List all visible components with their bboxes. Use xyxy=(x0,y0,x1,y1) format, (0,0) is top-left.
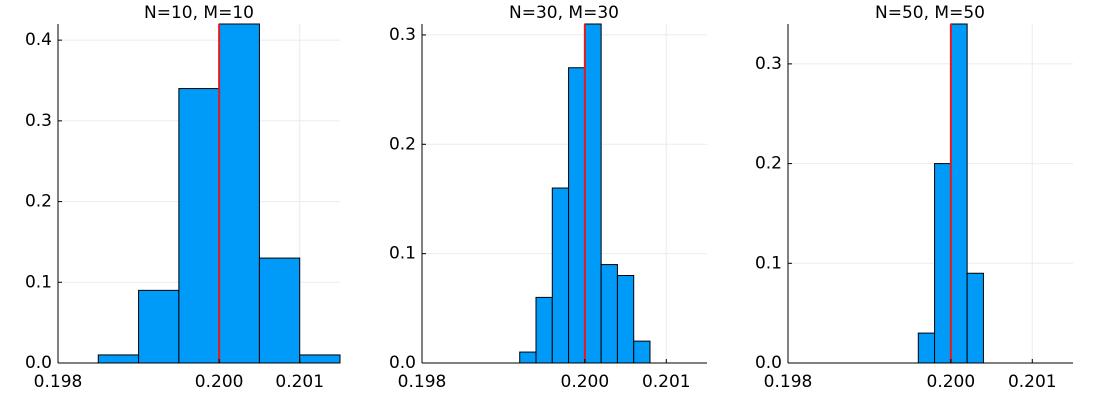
histogram-bar xyxy=(568,67,586,364)
y-tick-label: 0.1 xyxy=(389,244,416,264)
histogram-bar xyxy=(934,163,952,364)
y-tick-label: 0.4 xyxy=(25,30,52,50)
panel-title: N=30, M=30 xyxy=(509,3,619,23)
x-tick-label: 0.200 xyxy=(195,372,244,392)
histogram-bar xyxy=(218,23,260,364)
histogram-bar xyxy=(178,88,220,364)
x-tick-label: 0.198 xyxy=(764,372,813,392)
histogram-bar xyxy=(950,23,968,364)
panel-2: N=30, M=30 0.0 0.1 0.2 0.3 0.198 0.200 0.201 xyxy=(389,3,707,392)
y-tick-label: 0.2 xyxy=(755,154,782,174)
y-tick-label: 0.3 xyxy=(25,111,52,131)
histogram-bar xyxy=(584,23,602,364)
x-tick-label: 0.201 xyxy=(642,372,691,392)
histogram-bar xyxy=(616,275,635,364)
histogram-bar xyxy=(97,354,140,364)
histogram-bar xyxy=(299,354,341,364)
panel-title: N=50, M=50 xyxy=(875,3,985,23)
panel-title: N=10, M=10 xyxy=(144,3,254,23)
x-tick-label: 0.200 xyxy=(927,372,976,392)
x-tick-label: 0.198 xyxy=(34,372,83,392)
histogram-bar xyxy=(966,272,984,364)
x-tick-label: 0.198 xyxy=(398,372,447,392)
y-tick-label: 0.3 xyxy=(755,54,782,74)
y-tick-label: 0.2 xyxy=(389,134,416,154)
histogram-bar xyxy=(633,340,651,364)
y-tick-label: 0.2 xyxy=(25,192,52,212)
histogram-bar xyxy=(600,264,618,364)
panel-1: N=10, M=10 0.0 0.1 0.2 0.3 0.4 0.198 0.200 0.20… xyxy=(25,3,341,392)
histogram-bar xyxy=(138,289,180,364)
histogram-bar xyxy=(917,332,936,364)
x-tick-label: 0.201 xyxy=(275,372,324,392)
histogram-bar xyxy=(551,187,570,364)
histogram-bar xyxy=(535,296,553,364)
y-tick-label: 0.0 xyxy=(25,353,52,373)
x-tick-label: 0.201 xyxy=(1008,372,1057,392)
y-tick-label: 0.1 xyxy=(755,253,782,273)
x-tick-label: 0.200 xyxy=(561,372,610,392)
y-tick-label: 0.0 xyxy=(755,353,782,373)
y-tick-label: 0.1 xyxy=(25,272,52,292)
histogram-bar xyxy=(519,351,537,364)
histogram-bar xyxy=(258,257,301,364)
y-tick-label: 0.3 xyxy=(389,25,416,45)
y-tick-label: 0.0 xyxy=(389,353,416,373)
panel-3: N=50, M=50 0.0 0.1 0.2 0.3 0.198 0.200 0.201 xyxy=(755,3,1073,392)
